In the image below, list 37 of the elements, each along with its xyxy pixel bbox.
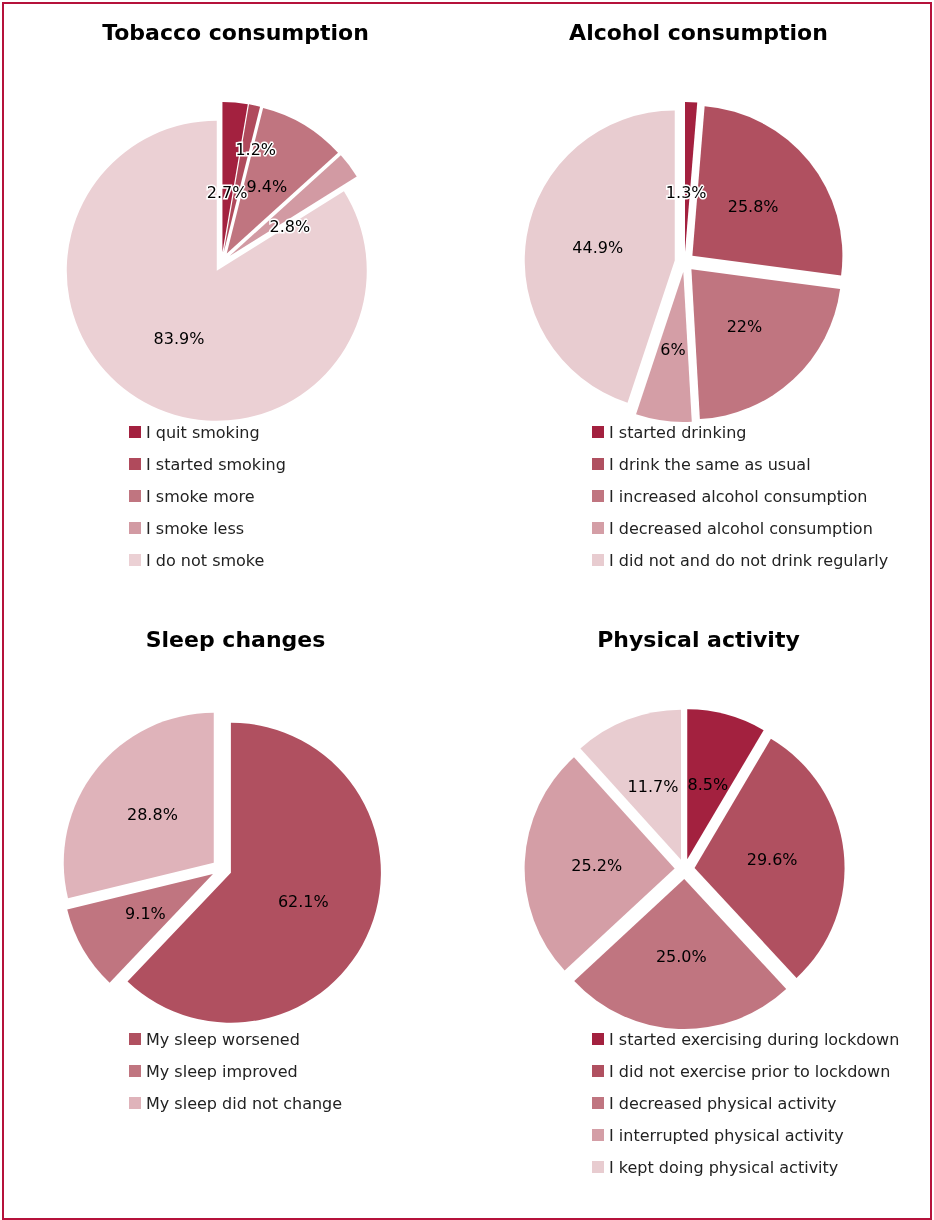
legend-label: I decreased physical activity [609,1093,837,1113]
chart-title: Sleep changes [145,626,326,652]
legend-label: I did not exercise prior to lockdown [609,1061,891,1081]
data-label: 2.8% [269,217,311,237]
legend-label: I increased alcohol consumption [609,486,868,506]
legend-label: I quit smoking [146,422,260,442]
data-label: 44.9% [572,238,624,258]
legend-label: My sleep worsened [146,1029,300,1049]
data-label: 11.7% [627,777,679,797]
data-label: 8.5% [687,774,729,794]
legend-label: I interrupted physical activity [609,1125,844,1145]
legend-label: I kept doing physical activity [609,1157,839,1177]
legend-label: I started smoking [146,454,286,474]
legend-label: I smoke more [146,486,255,506]
data-label: 83.9% [153,329,205,349]
chart-title: Physical activity [597,626,800,652]
data-label: 25.0% [655,947,707,967]
legend-label: I drink the same as usual [609,454,811,474]
data-label: 6% [660,339,686,359]
data-label: 9.1% [125,903,166,923]
legend-label: I started drinking [609,422,747,442]
legend-label: My sleep did not change [146,1093,343,1113]
chart-title: Alcohol consumption [569,19,828,45]
legend-label: I decreased alcohol consumption [609,518,873,538]
data-label: 22% [726,317,763,337]
data-label: 25.2% [571,855,623,875]
data-label: 62.1% [277,892,329,912]
legend-label: I did not and do not drink regularly [609,550,889,570]
data-label: 28.8% [127,805,178,825]
data-label: 9.4% [246,177,288,197]
data-label: 29.6% [746,850,798,870]
data-label: 25.8% [727,197,779,217]
legend-label: I started exercising during lockdown [609,1029,900,1049]
legend-label: I do not smoke [146,550,265,570]
legend-label: My sleep improved [146,1061,298,1081]
legend-label: I smoke less [146,518,245,538]
chart-title: Tobacco consumption [102,19,369,45]
